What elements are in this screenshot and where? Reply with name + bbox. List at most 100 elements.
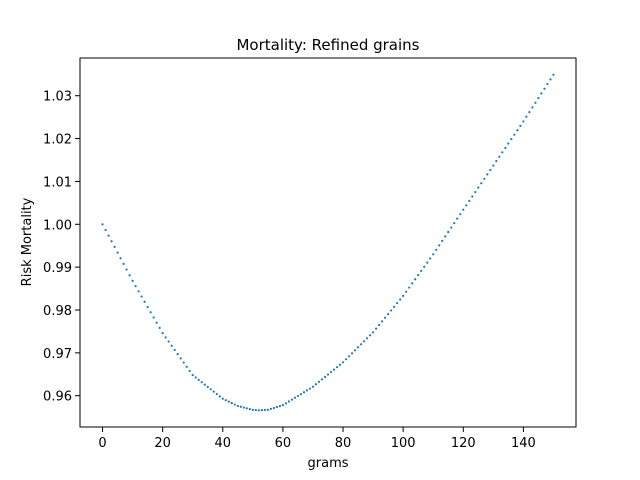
- x-tick-label: 140: [511, 436, 536, 451]
- data-point: [308, 387, 312, 390]
- plot-frame: [79, 57, 577, 428]
- data-point: [272, 406, 275, 410]
- data-point: [260, 409, 263, 412]
- data-point: [353, 349, 357, 352]
- data-point: [438, 244, 441, 247]
- data-point: [417, 273, 420, 277]
- data-point: [245, 407, 248, 410]
- data-point: [194, 376, 197, 379]
- data-point: [432, 253, 435, 256]
- x-tick-label: 20: [154, 436, 171, 451]
- data-point: [236, 404, 239, 408]
- y-axis: 0.96 0.97 0.98 0.99 1.00 1.01 1.02 1.03: [43, 90, 80, 405]
- x-axis: 0 20 40 60 80 100 120 140: [98, 427, 536, 451]
- data-point: [513, 133, 516, 136]
- data-point: [113, 245, 116, 249]
- x-tick-label: 0: [98, 436, 106, 451]
- data-point: [287, 400, 291, 403]
- data-point: [323, 375, 327, 379]
- data-point: [387, 312, 390, 316]
- data-point: [519, 124, 522, 127]
- data-point: [221, 397, 224, 400]
- data-point: [423, 265, 426, 268]
- data-point: [173, 348, 176, 352]
- data-point: [119, 257, 122, 260]
- data-point: [278, 404, 281, 408]
- data-point: [197, 378, 200, 381]
- data-point: [501, 151, 504, 154]
- data-point: [290, 398, 294, 401]
- data-point: [110, 240, 113, 243]
- x-tick-label: 40: [215, 436, 232, 451]
- data-point: [368, 334, 372, 337]
- data-point: [375, 327, 378, 330]
- data-point: [350, 352, 354, 355]
- data-point: [248, 407, 251, 411]
- data-point: [329, 370, 333, 374]
- data-point: [230, 401, 233, 405]
- y-tick-label: 0.97: [43, 347, 72, 362]
- data-point: [356, 346, 360, 349]
- data-point: [137, 290, 140, 293]
- y-tick-label: 1.01: [43, 175, 72, 190]
- data-point: [191, 374, 194, 377]
- data-point: [480, 182, 483, 185]
- data-point: [203, 383, 206, 386]
- data-point: [209, 388, 212, 391]
- data-point: [543, 87, 546, 90]
- data-point: [393, 305, 396, 308]
- data-point: [161, 332, 164, 335]
- data-point: [447, 230, 450, 234]
- data-point: [362, 340, 366, 343]
- y-tick-label: 0.96: [43, 390, 72, 405]
- data-point: [257, 409, 260, 412]
- data-point: [281, 404, 285, 407]
- data-point: [408, 286, 411, 289]
- data-point: [302, 391, 306, 394]
- data-point: [495, 160, 498, 163]
- data-point: [152, 316, 155, 319]
- data-point: [456, 217, 459, 220]
- data-point: [311, 385, 315, 388]
- data-point: [462, 208, 465, 211]
- data-point: [531, 106, 534, 109]
- data-point: [335, 366, 339, 369]
- data-point: [293, 396, 297, 399]
- data-point: [489, 168, 492, 172]
- data-point: [528, 110, 531, 114]
- data-point: [522, 120, 525, 123]
- x-tick-label: 60: [275, 436, 292, 451]
- data-point: [371, 331, 375, 334]
- data-point: [384, 316, 387, 319]
- data-point: [411, 282, 414, 285]
- data-point: [239, 405, 242, 408]
- data-point: [131, 279, 134, 282]
- data-points: [101, 73, 555, 412]
- data-point: [486, 173, 489, 176]
- data-point: [477, 186, 480, 189]
- data-point: [125, 268, 128, 271]
- x-tick-label: 100: [391, 436, 416, 451]
- data-point: [167, 340, 170, 343]
- data-point: [224, 399, 227, 402]
- data-point: [540, 92, 543, 95]
- data-point: [483, 177, 486, 180]
- data-point: [317, 380, 321, 383]
- data-point: [200, 381, 203, 384]
- data-point: [344, 358, 348, 361]
- y-tick-label: 1.00: [43, 218, 72, 233]
- data-point: [338, 363, 342, 366]
- data-point: [122, 262, 125, 265]
- data-point: [347, 355, 351, 358]
- data-point: [188, 369, 191, 373]
- data-point: [534, 101, 537, 104]
- data-point: [444, 235, 447, 238]
- data-point: [441, 239, 444, 243]
- y-tick-label: 0.99: [43, 261, 72, 276]
- data-point: [546, 82, 549, 86]
- data-point: [537, 96, 540, 100]
- data-point: [104, 228, 107, 232]
- data-point: [218, 395, 221, 398]
